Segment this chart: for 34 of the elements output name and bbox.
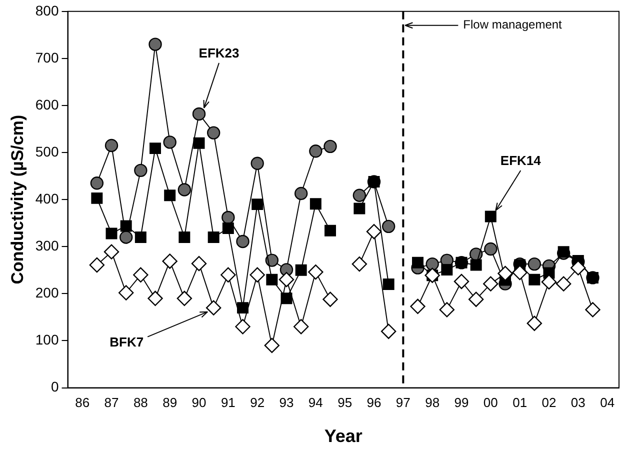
y-tick-label: 700	[35, 49, 59, 66]
x-tick-label: 01	[512, 395, 528, 410]
x-tick-label: 03	[570, 395, 586, 410]
x-tick-label: 98	[425, 395, 440, 410]
x-tick-label: 02	[542, 395, 556, 410]
y-axis-title: Conductivity (µS/cm)	[8, 114, 27, 284]
y-tick-label: 500	[35, 143, 59, 160]
x-tick-label: 89	[162, 395, 178, 410]
y-tick-label: 400	[35, 190, 59, 206]
x-tick-label: 88	[133, 395, 148, 410]
x-tick-label: 97	[396, 395, 410, 410]
x-tick-label: 86	[75, 395, 90, 410]
x-tick-label: 96	[366, 395, 382, 410]
x-tick-label: 90	[192, 395, 206, 410]
x-tick-label: 04	[600, 395, 615, 410]
x-tick-label: 92	[250, 395, 265, 410]
x-tick-label: 94	[308, 395, 323, 410]
x-tick-label: 99	[454, 395, 469, 410]
x-axis-title: Year	[324, 426, 362, 446]
ref-line-label: Flow management	[463, 18, 563, 32]
annotation: EFK23	[198, 46, 240, 61]
y-tick-label: 600	[35, 96, 59, 112]
x-tick-label: 93	[279, 395, 294, 410]
y-tick-label: 200	[35, 284, 59, 301]
x-tick-label: 00	[483, 395, 498, 410]
x-tick-label: 95	[338, 395, 352, 410]
y-tick-label: 100	[35, 332, 59, 348]
y-tick-label: 800	[35, 2, 59, 18]
x-tick-label: 91	[220, 395, 236, 410]
annotation: EFK14	[500, 153, 542, 168]
y-tick-label: 300	[35, 238, 59, 254]
x-tick-label: 87	[104, 395, 119, 410]
y-tick-label: 0	[50, 378, 59, 395]
annotation: BFK7	[110, 334, 144, 350]
